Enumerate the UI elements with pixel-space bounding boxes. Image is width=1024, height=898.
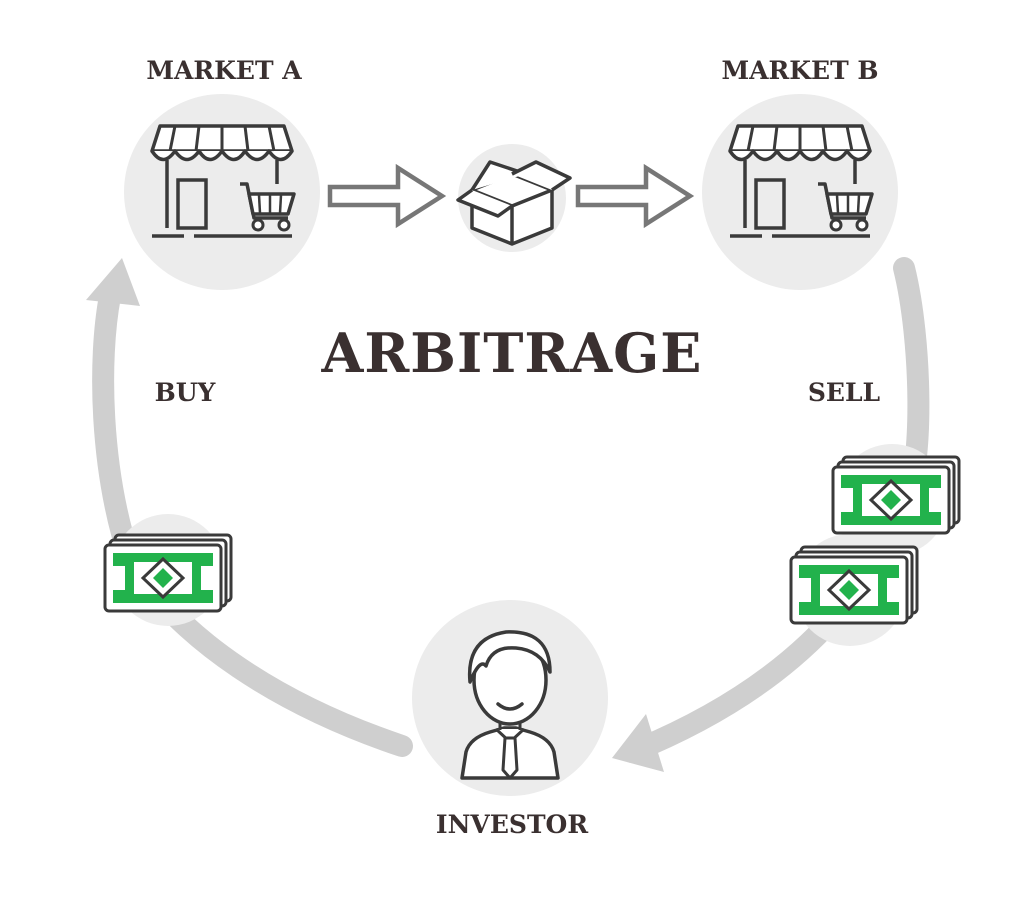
market-a-circle xyxy=(124,94,320,290)
right-arrow-icon xyxy=(578,168,690,224)
buy-label: BUY xyxy=(155,378,217,407)
sell-label: SELL xyxy=(808,378,881,407)
diagram-title: ARBITRAGE xyxy=(321,321,703,385)
market-b-circle xyxy=(702,94,898,290)
buy-cash-stack-icon xyxy=(103,533,233,613)
market-a-label: MARKET A xyxy=(146,56,302,85)
package-box-icon xyxy=(456,160,572,246)
sell-cash-stack-icon xyxy=(831,455,961,535)
investor-label: INVESTOR xyxy=(436,810,588,839)
market-b-label: MARKET B xyxy=(721,56,878,85)
sell-cash-stack-icon xyxy=(789,545,919,625)
right-arrow-icon xyxy=(330,168,442,224)
investor-person-icon xyxy=(460,630,560,780)
